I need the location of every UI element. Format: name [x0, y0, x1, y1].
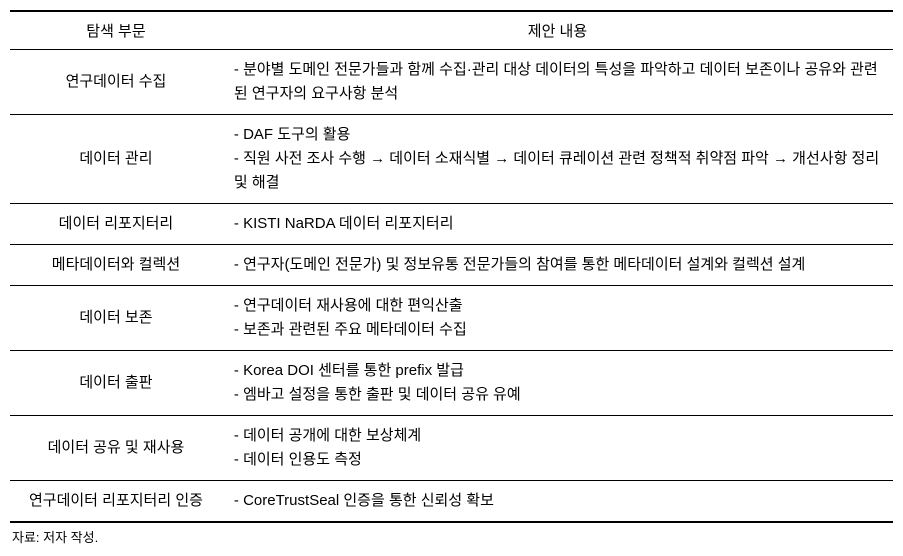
table-row: 연구데이터 리포지터리 인증- CoreTrustSeal 인증을 통한 신뢰성… — [10, 481, 893, 523]
header-content: 제안 내용 — [222, 11, 893, 50]
cell-content: - KISTI NaRDA 데이터 리포지터리 — [222, 204, 893, 245]
table-row: 데이터 관리- DAF 도구의 활용- 직원 사전 조사 수행 → 데이터 소재… — [10, 115, 893, 204]
cell-category: 연구데이터 수집 — [10, 50, 222, 115]
cell-content: - CoreTrustSeal 인증을 통한 신뢰성 확보 — [222, 481, 893, 523]
header-category: 탐색 부문 — [10, 11, 222, 50]
table-row: 메타데이터와 컬렉션- 연구자(도메인 전문가) 및 정보유통 전문가들의 참여… — [10, 245, 893, 286]
cell-content: - 연구데이터 재사용에 대한 편익산출- 보존과 관련된 주요 메타데이터 수… — [222, 286, 893, 351]
cell-content: - 데이터 공개에 대한 보상체계- 데이터 인용도 측정 — [222, 416, 893, 481]
cell-category: 연구데이터 리포지터리 인증 — [10, 481, 222, 523]
table-row: 연구데이터 수집- 분야별 도메인 전문가들과 함께 수집·관리 대상 데이터의… — [10, 50, 893, 115]
cell-content: - 연구자(도메인 전문가) 및 정보유통 전문가들의 참여를 통한 메타데이터… — [222, 245, 893, 286]
table-row: 데이터 보존- 연구데이터 재사용에 대한 편익산출- 보존과 관련된 주요 메… — [10, 286, 893, 351]
cell-category: 데이터 보존 — [10, 286, 222, 351]
table-row: 데이터 출판- Korea DOI 센터를 통한 prefix 발급- 엠바고 … — [10, 351, 893, 416]
cell-content: - Korea DOI 센터를 통한 prefix 발급- 엠바고 설정을 통한… — [222, 351, 893, 416]
cell-content: - DAF 도구의 활용- 직원 사전 조사 수행 → 데이터 소재식별 → 데… — [222, 115, 893, 204]
source-footnote: 자료: 저자 작성. — [10, 527, 893, 546]
cell-content: - 분야별 도메인 전문가들과 함께 수집·관리 대상 데이터의 특성을 파악하… — [222, 50, 893, 115]
cell-category: 데이터 리포지터리 — [10, 204, 222, 245]
cell-category: 데이터 관리 — [10, 115, 222, 204]
proposal-table: 탐색 부문 제안 내용 연구데이터 수집- 분야별 도메인 전문가들과 함께 수… — [10, 10, 893, 523]
table-row: 데이터 리포지터리- KISTI NaRDA 데이터 리포지터리 — [10, 204, 893, 245]
cell-category: 데이터 공유 및 재사용 — [10, 416, 222, 481]
cell-category: 메타데이터와 컬렉션 — [10, 245, 222, 286]
cell-category: 데이터 출판 — [10, 351, 222, 416]
table-body: 연구데이터 수집- 분야별 도메인 전문가들과 함께 수집·관리 대상 데이터의… — [10, 50, 893, 523]
table-header-row: 탐색 부문 제안 내용 — [10, 11, 893, 50]
table-row: 데이터 공유 및 재사용- 데이터 공개에 대한 보상체계- 데이터 인용도 측… — [10, 416, 893, 481]
